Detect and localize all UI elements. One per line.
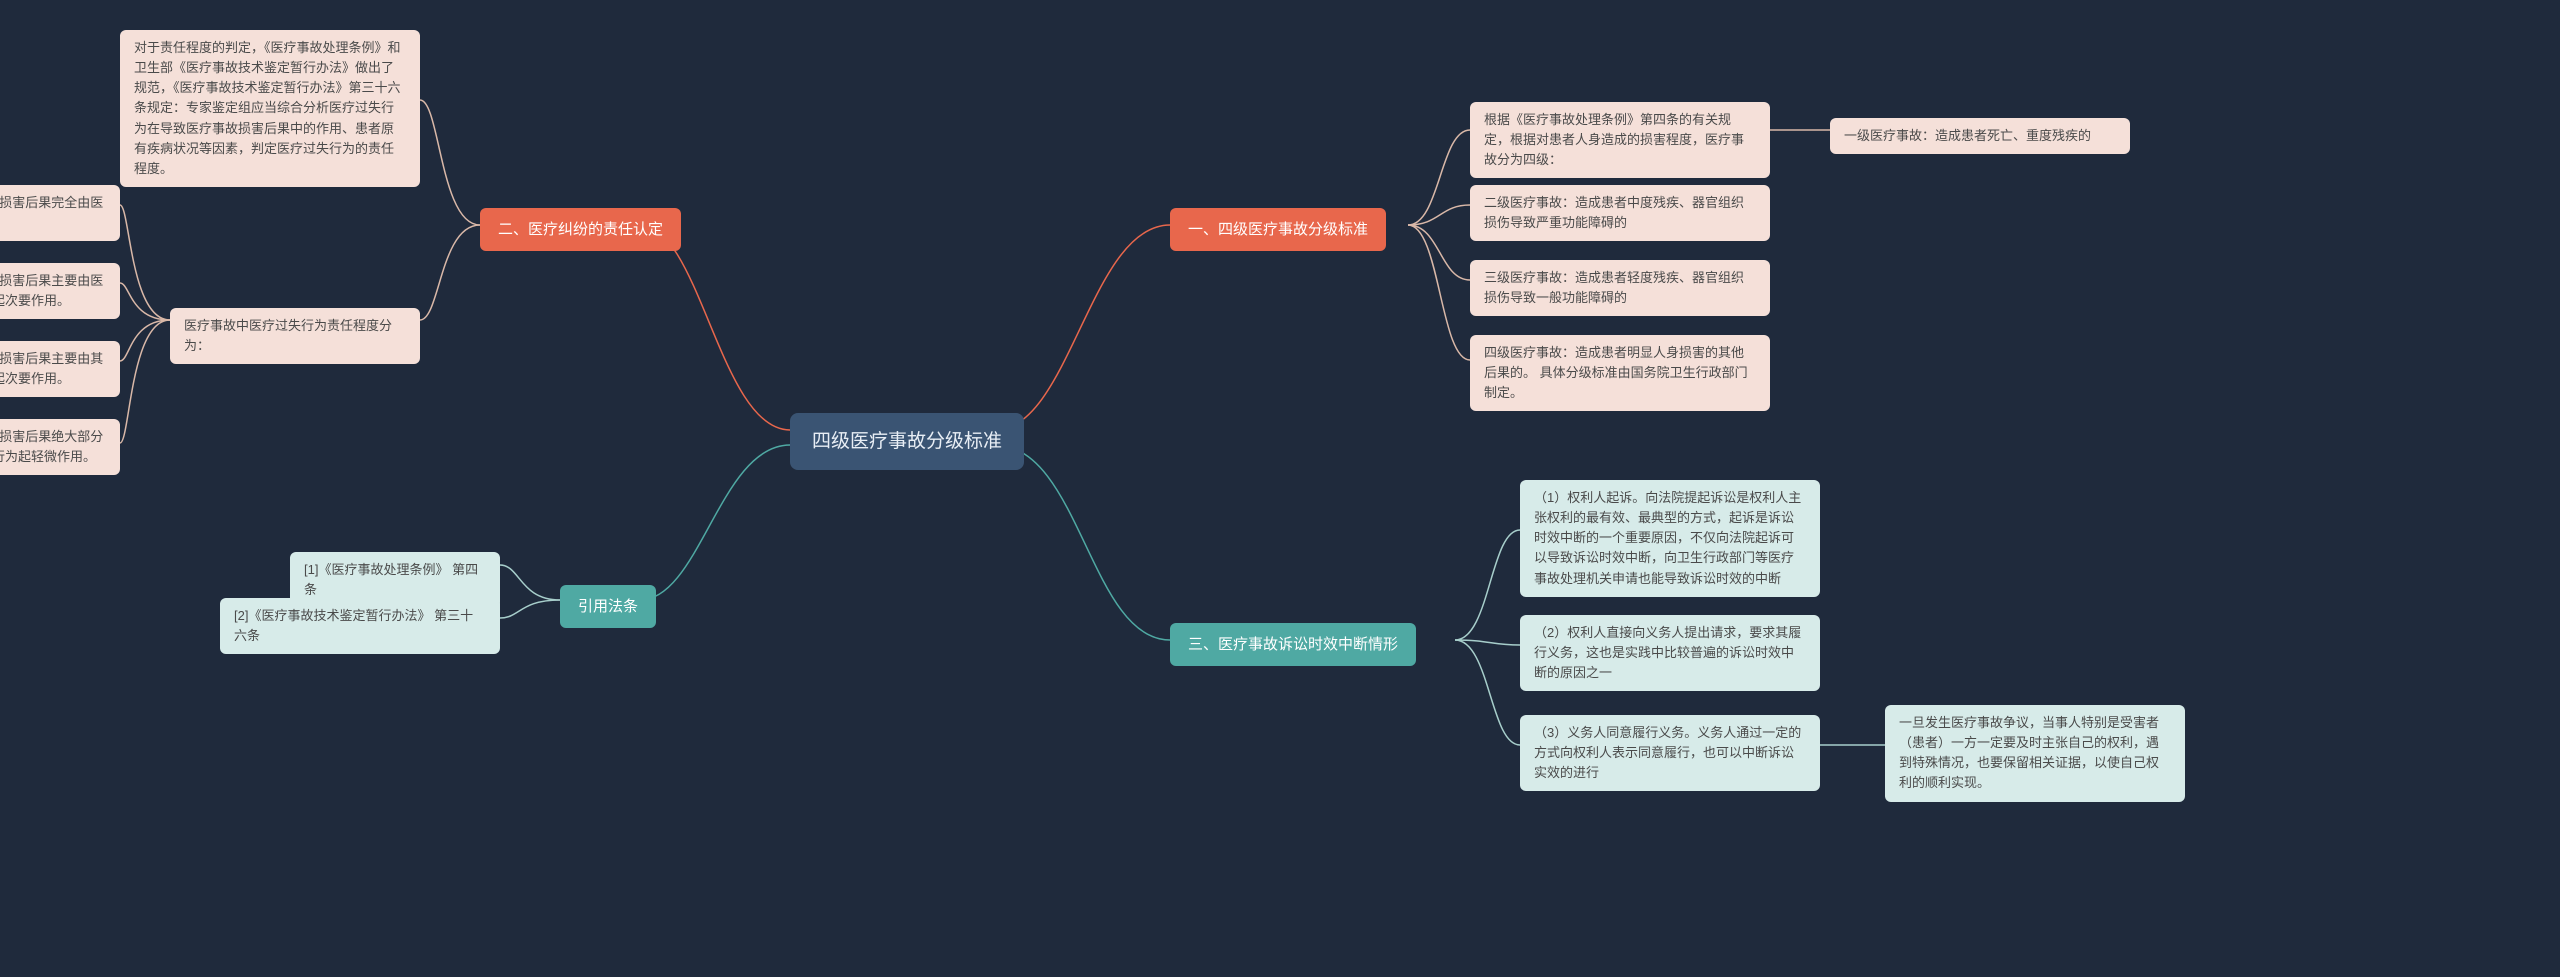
sec1-node-3[interactable]: 三级医疗事故：造成患者轻度残疾、器官组织损伤导致一般功能障碍的 (1470, 260, 1770, 316)
sec2-node-2a-text: （1）完全责任：指医疗事故损害后果完全由医疗过失行为造成。 (0, 195, 103, 230)
sec2-node-2c-text: （3）次要责任：指医疗事故损害后果主要由其他因素造成，医疗过失行为起次要作用。 (0, 351, 103, 386)
section-4[interactable]: 引用法条 (560, 585, 656, 628)
sec2-node-2b[interactable]: （2）主要责任：指医疗事故损害后果主要由医疗过失行为造成，其他因素起次要作用。 (0, 263, 120, 319)
sec2-node-2d-text: （4）轻微责任：指医疗事故损害后果绝大部分由其他因素造成，医疗过失行为起轻微作用… (0, 429, 103, 464)
sec3-node-3-text: （3）义务人同意履行义务。义务人通过一定的方式向权利人表示同意履行，也可以中断诉… (1534, 725, 1801, 780)
sec1-node-1a-text: 一级医疗事故：造成患者死亡、重度残疾的 (1844, 128, 2091, 143)
sec2-node-2c[interactable]: （3）次要责任：指医疗事故损害后果主要由其他因素造成，医疗过失行为起次要作用。 (0, 341, 120, 397)
sec1-node-3-text: 三级医疗事故：造成患者轻度残疾、器官组织损伤导致一般功能障碍的 (1484, 270, 1744, 305)
section-1-label: 一、四级医疗事故分级标准 (1188, 221, 1368, 238)
sec2-node-2d[interactable]: （4）轻微责任：指医疗事故损害后果绝大部分由其他因素造成，医疗过失行为起轻微作用… (0, 419, 120, 475)
sec4-node-2[interactable]: [2]《医疗事故技术鉴定暂行办法》 第三十六条 (220, 598, 500, 654)
sec4-node-1-text: [1]《医疗事故处理条例》 第四条 (304, 562, 478, 597)
root-label: 四级医疗事故分级标准 (812, 431, 1002, 452)
sec1-node-1-text: 根据《医疗事故处理条例》第四条的有关规定，根据对患者人身造成的损害程度，医疗事故… (1484, 112, 1744, 167)
sec2-node-1[interactable]: 对于责任程度的判定，《医疗事故处理条例》和卫生部《医疗事故技术鉴定暂行办法》做出… (120, 30, 420, 187)
sec1-node-2-text: 二级医疗事故：造成患者中度残疾、器官组织损伤导致严重功能障碍的 (1484, 195, 1744, 230)
sec1-node-1[interactable]: 根据《医疗事故处理条例》第四条的有关规定，根据对患者人身造成的损害程度，医疗事故… (1470, 102, 1770, 178)
section-2[interactable]: 二、医疗纠纷的责任认定 (480, 208, 681, 251)
section-3[interactable]: 三、医疗事故诉讼时效中断情形 (1170, 623, 1416, 666)
sec3-node-3a[interactable]: 一旦发生医疗事故争议，当事人特别是受害者（患者）一方一定要及时主张自己的权利，遇… (1885, 705, 2185, 802)
sec2-node-2-text: 医疗事故中医疗过失行为责任程度分为： (184, 318, 392, 353)
sec2-node-2a[interactable]: （1）完全责任：指医疗事故损害后果完全由医疗过失行为造成。 (0, 185, 120, 241)
sec3-node-2-text: （2）权利人直接向义务人提出请求，要求其履行义务，这也是实践中比较普遍的诉讼时效… (1534, 625, 1801, 680)
sec2-node-1-text: 对于责任程度的判定，《医疗事故处理条例》和卫生部《医疗事故技术鉴定暂行办法》做出… (134, 40, 401, 176)
section-1[interactable]: 一、四级医疗事故分级标准 (1170, 208, 1386, 251)
sec1-node-4-text: 四级医疗事故：造成患者明显人身损害的其他后果的。 具体分级标准由国务院卫生行政部… (1484, 345, 1748, 400)
sec4-node-2-text: [2]《医疗事故技术鉴定暂行办法》 第三十六条 (234, 608, 473, 643)
sec1-node-2[interactable]: 二级医疗事故：造成患者中度残疾、器官组织损伤导致严重功能障碍的 (1470, 185, 1770, 241)
sec1-node-4[interactable]: 四级医疗事故：造成患者明显人身损害的其他后果的。 具体分级标准由国务院卫生行政部… (1470, 335, 1770, 411)
section-3-label: 三、医疗事故诉讼时效中断情形 (1188, 636, 1398, 653)
section-2-label: 二、医疗纠纷的责任认定 (498, 221, 663, 238)
sec2-node-2[interactable]: 医疗事故中医疗过失行为责任程度分为： (170, 308, 420, 364)
sec3-node-2[interactable]: （2）权利人直接向义务人提出请求，要求其履行义务，这也是实践中比较普遍的诉讼时效… (1520, 615, 1820, 691)
sec1-node-1a[interactable]: 一级医疗事故：造成患者死亡、重度残疾的 (1830, 118, 2130, 154)
sec2-node-2b-text: （2）主要责任：指医疗事故损害后果主要由医疗过失行为造成，其他因素起次要作用。 (0, 273, 103, 308)
section-4-label: 引用法条 (578, 598, 638, 615)
root-node[interactable]: 四级医疗事故分级标准 (790, 413, 1024, 470)
sec3-node-1[interactable]: （1）权利人起诉。向法院提起诉讼是权利人主张权利的最有效、最典型的方式，起诉是诉… (1520, 480, 1820, 597)
sec3-node-3a-text: 一旦发生医疗事故争议，当事人特别是受害者（患者）一方一定要及时主张自己的权利，遇… (1899, 715, 2159, 790)
sec3-node-1-text: （1）权利人起诉。向法院提起诉讼是权利人主张权利的最有效、最典型的方式，起诉是诉… (1534, 490, 1801, 586)
sec3-node-3[interactable]: （3）义务人同意履行义务。义务人通过一定的方式向权利人表示同意履行，也可以中断诉… (1520, 715, 1820, 791)
